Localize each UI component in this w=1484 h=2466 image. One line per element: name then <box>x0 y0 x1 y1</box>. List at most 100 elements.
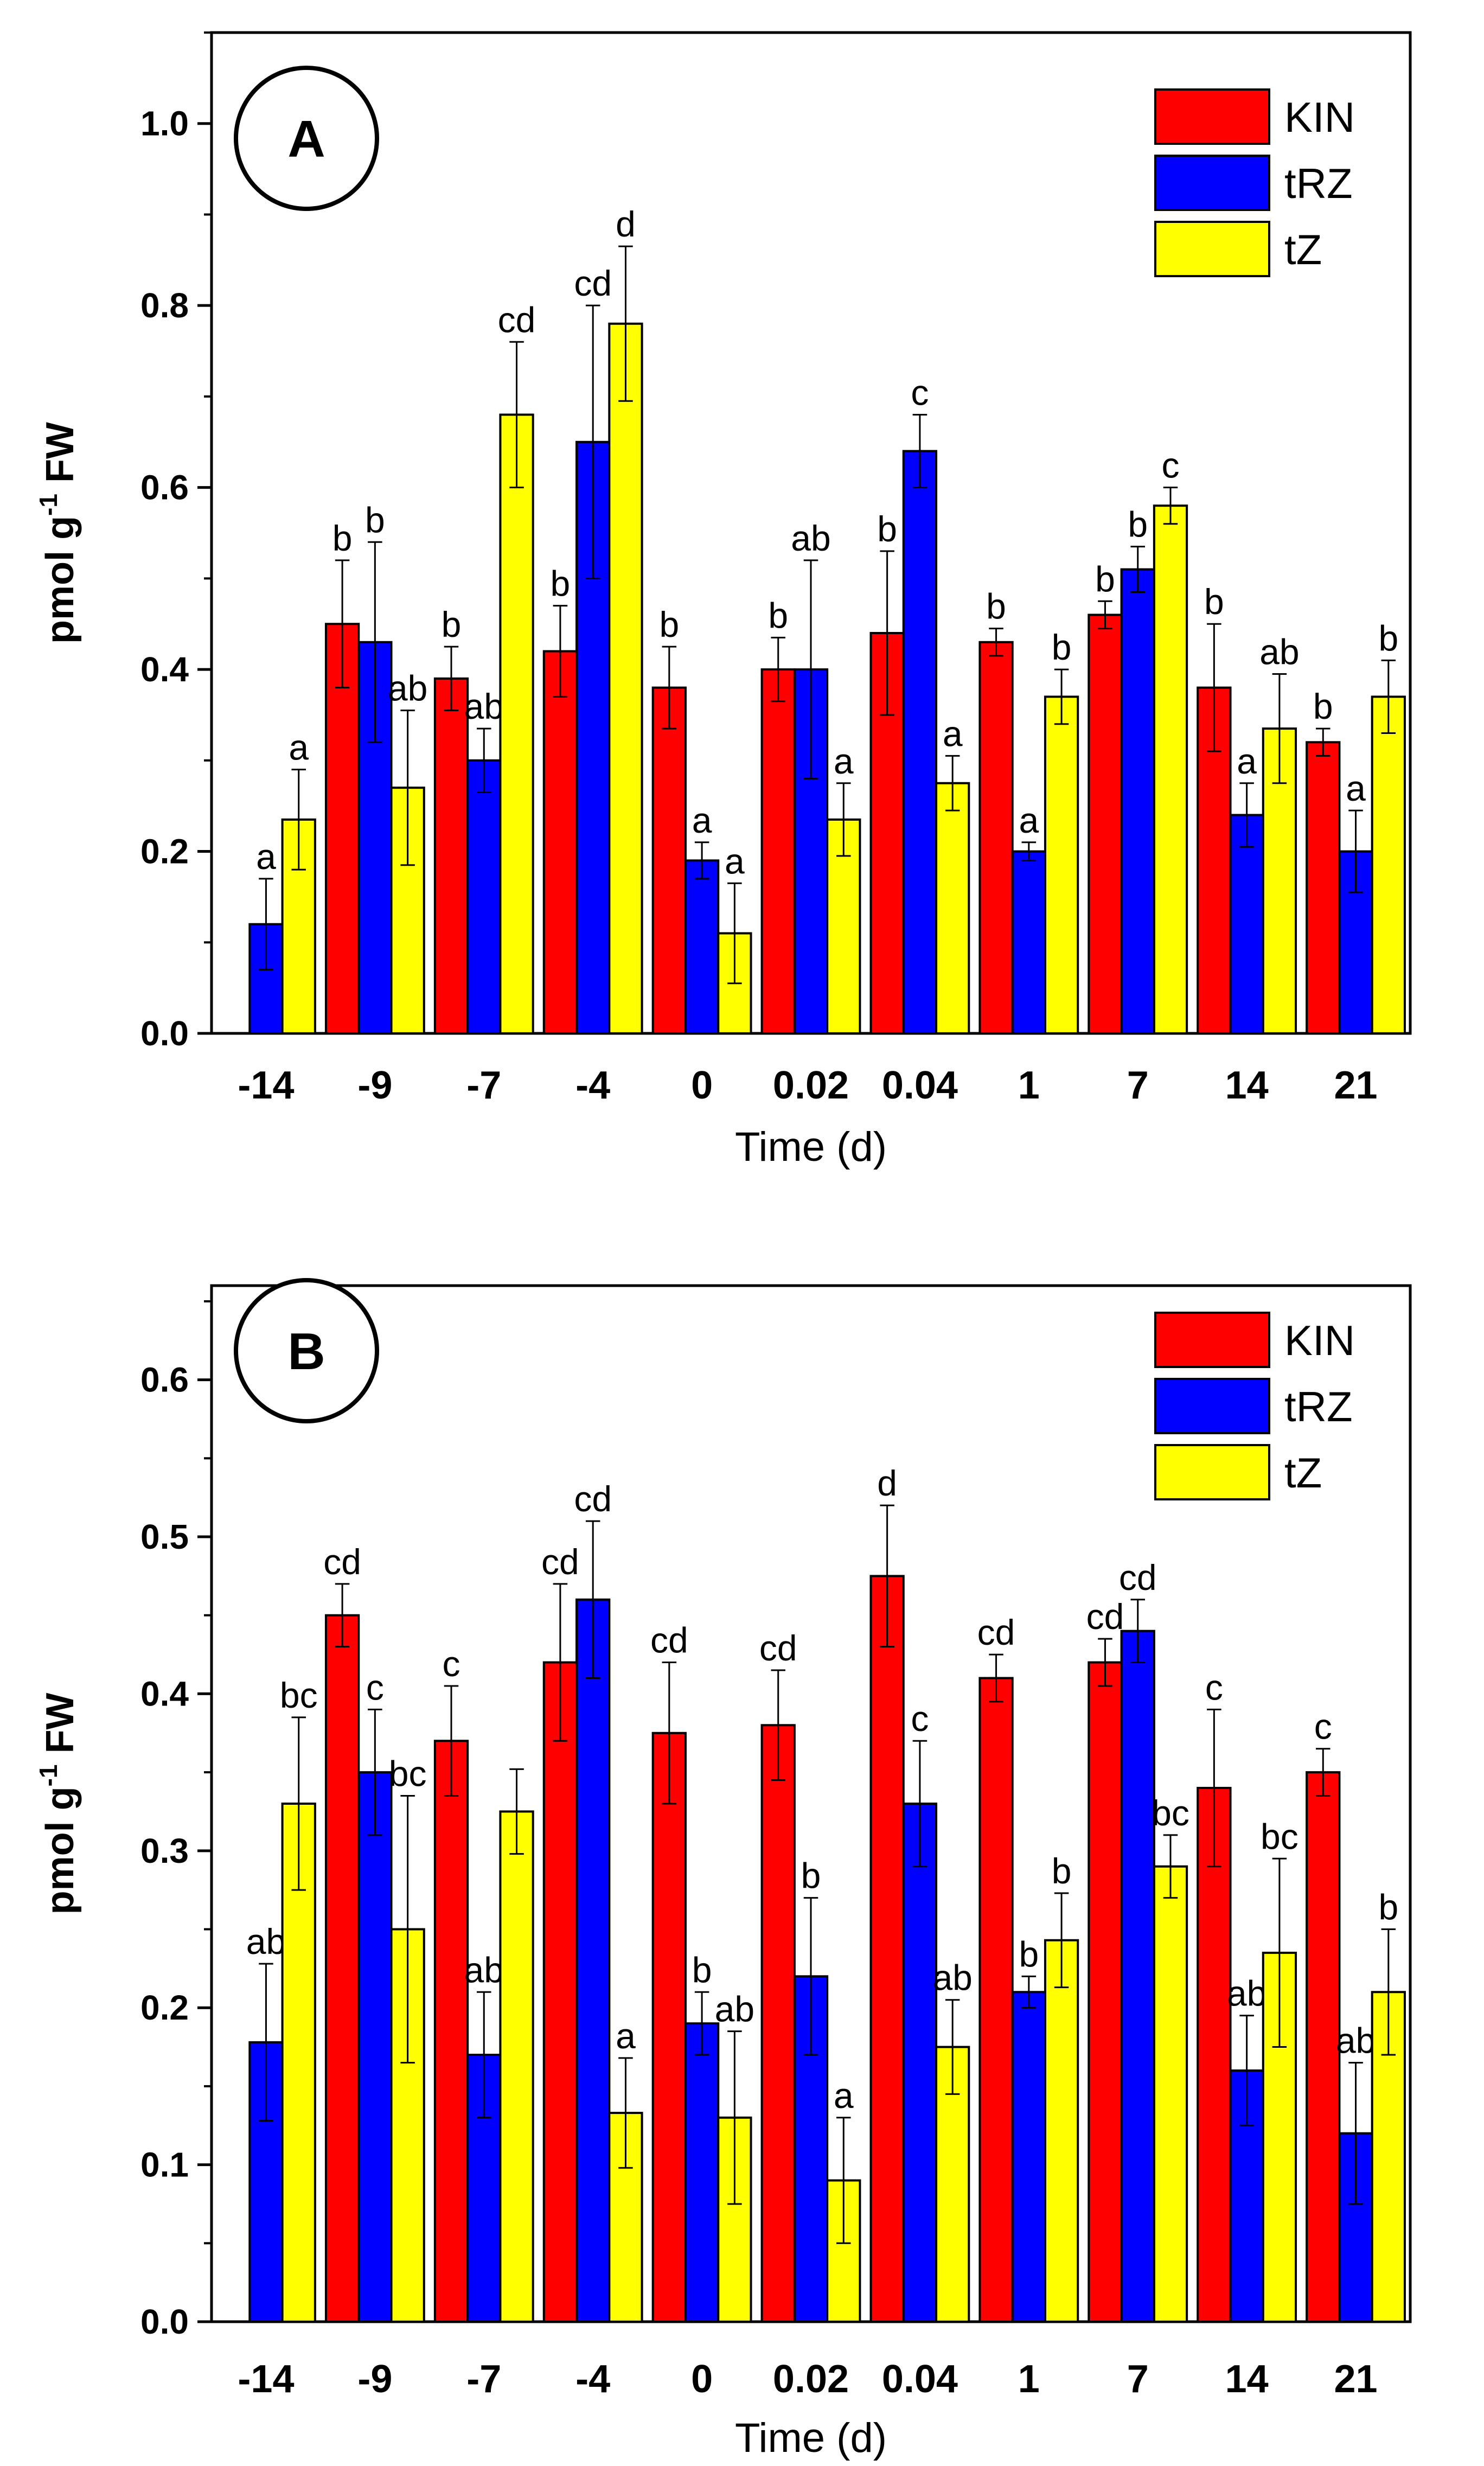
significance-label: b <box>692 1950 712 1990</box>
significance-label: b <box>1128 504 1148 545</box>
y-axis-title: pmol g-1 FW <box>34 422 82 644</box>
significance-label: a <box>692 800 712 840</box>
significance-label: bc <box>1152 1793 1189 1833</box>
y-tick-label: 0.2 <box>140 832 189 871</box>
x-tick-label: 0.02 <box>773 2358 849 2401</box>
significance-label: a <box>725 841 745 881</box>
x-tick-label: 0.02 <box>773 1064 849 1107</box>
x-tick-label: 21 <box>1334 1064 1377 1107</box>
significance-label: c <box>1162 445 1180 485</box>
significance-label: b <box>1378 618 1398 658</box>
y-tick-label: 0.1 <box>140 2145 189 2184</box>
legend-swatch-tz <box>1154 1444 1270 1500</box>
significance-label: b <box>1052 627 1072 667</box>
bar-tz <box>826 818 861 1035</box>
y-tick-label: 0.6 <box>140 468 189 507</box>
legend-label-tz: tZ <box>1284 226 1322 273</box>
y-axis-title-superscript: -1 <box>34 494 62 516</box>
bar-kin <box>760 668 796 1035</box>
legend-label-trz: tRZ <box>1284 159 1353 207</box>
x-tick-label: -4 <box>575 1064 610 1107</box>
bar-kin <box>433 677 469 1034</box>
bar-trz <box>1120 568 1155 1035</box>
x-tick-label: -7 <box>466 2358 501 2401</box>
significance-label: b <box>1204 582 1224 622</box>
bar-tz <box>499 413 534 1034</box>
x-axis-title: Time (d) <box>735 1124 887 1170</box>
legend-label-tz: tZ <box>1284 1449 1322 1497</box>
significance-label: b <box>551 564 571 604</box>
significance-label: b <box>801 1856 821 1896</box>
significance-label: cd <box>1086 1596 1124 1637</box>
x-tick-label: 0.04 <box>882 2358 958 2401</box>
significance-label: b <box>332 518 353 558</box>
bar-tz <box>1044 1939 1079 2323</box>
bar-tz <box>1153 504 1188 1034</box>
significance-label: b <box>1095 559 1115 599</box>
x-tick-label: -9 <box>357 1064 392 1107</box>
panel-label-circle <box>234 1278 379 1423</box>
significance-label: d <box>616 204 636 244</box>
significance-label: b <box>659 604 679 644</box>
y-axis-title-main: pmol g <box>39 1786 82 1914</box>
significance-label: bc <box>1261 1816 1298 1856</box>
significance-label: c <box>911 372 929 412</box>
significance-label: cd <box>574 1479 612 1519</box>
y-tick-label: 0.0 <box>140 2302 189 2341</box>
y-tick-label: 0.3 <box>140 1831 189 1870</box>
significance-label: b <box>877 509 897 549</box>
bar-kin <box>324 623 360 1034</box>
panel-label-circle <box>234 66 379 211</box>
significance-label: ab <box>932 1958 972 1998</box>
bar-kin <box>651 1732 687 2323</box>
significance-label: cd <box>574 263 612 303</box>
significance-label: a <box>616 2016 636 2056</box>
significance-label: a <box>289 727 309 768</box>
y-axis-title: pmol g-1 FW <box>34 1693 82 1915</box>
significance-label: cd <box>541 1542 579 1582</box>
y-tick-label: 0.4 <box>140 1674 189 1713</box>
x-tick-label: -9 <box>357 2358 392 2401</box>
significance-label: b <box>768 595 788 635</box>
y-tick-label: 1.0 <box>140 104 189 143</box>
significance-label: ab <box>715 1989 754 2029</box>
significance-label: c <box>1205 1667 1223 1707</box>
significance-label: b <box>1378 1887 1398 1927</box>
bar-tz <box>935 782 970 1034</box>
bar-tz <box>499 1810 534 2323</box>
significance-label: cd <box>977 1612 1015 1652</box>
significance-label: a <box>943 713 963 753</box>
x-tick-label: 0.04 <box>882 1064 958 1107</box>
y-tick-label: 0.4 <box>140 650 189 689</box>
bar-kin <box>542 1661 578 2323</box>
significance-label: b <box>1052 1851 1072 1891</box>
bar-kin <box>324 1614 360 2323</box>
bar-trz <box>1011 1991 1046 2323</box>
y-axis-title-main: pmol g <box>39 516 82 644</box>
bar-tz <box>1153 1865 1188 2323</box>
y-axis-title-tail: FW <box>39 422 82 494</box>
significance-label: ab <box>464 1950 504 1990</box>
significance-label: ab <box>1259 631 1299 672</box>
bar-trz <box>1011 850 1046 1034</box>
bar-kin <box>1306 741 1341 1034</box>
y-tick-label: 0.8 <box>140 286 189 325</box>
significance-label: a <box>1346 768 1366 808</box>
bar-tz <box>608 322 643 1034</box>
x-tick-label: 1 <box>1018 2358 1040 2401</box>
significance-label: b <box>1019 1934 1039 1974</box>
bar-trz <box>684 2022 720 2323</box>
bar-kin <box>542 650 578 1034</box>
bar-trz <box>466 2054 502 2323</box>
significance-label: b <box>365 500 385 540</box>
y-tick-label: 0.0 <box>140 1014 189 1053</box>
legend-label-trz: tRZ <box>1284 1383 1353 1430</box>
significance-label: a <box>834 2075 854 2116</box>
x-tick-label: -14 <box>238 1064 294 1107</box>
legend-swatch-kin <box>1154 88 1270 145</box>
x-axis-title: Time (d) <box>735 2415 887 2461</box>
bar-trz <box>466 759 502 1035</box>
